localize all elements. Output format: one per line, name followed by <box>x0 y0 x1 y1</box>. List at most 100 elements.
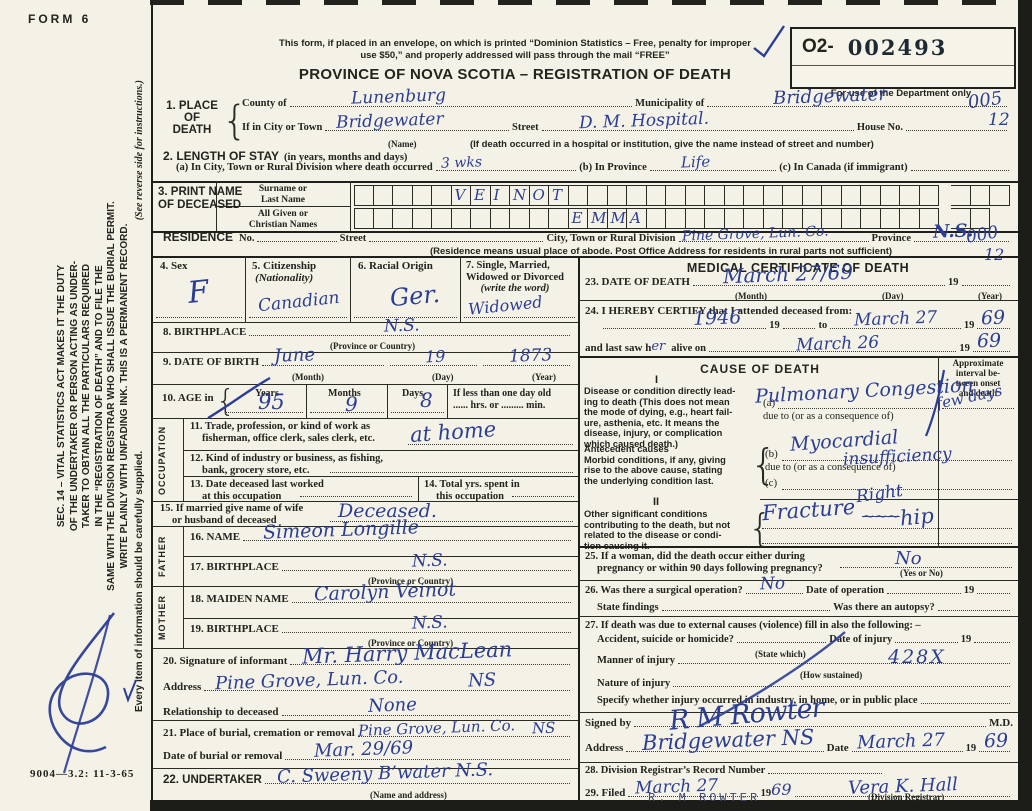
name-grid-cell[interactable] <box>763 185 783 206</box>
name-grid-cell[interactable] <box>393 185 413 206</box>
mother-maiden-field[interactable]: Carolyn Veinot <box>291 579 571 605</box>
s27-manner-field[interactable] <box>677 662 1010 664</box>
s9-year-field[interactable]: 1873 <box>483 345 570 367</box>
name-grid-cell[interactable] <box>841 208 861 229</box>
name-grid-cell[interactable]: V <box>451 185 471 206</box>
s9-month-field[interactable]: June <box>262 344 384 367</box>
s12-field[interactable] <box>330 472 573 473</box>
name-grid-cell[interactable] <box>393 208 413 229</box>
s27-injury-date-field[interactable] <box>895 641 958 643</box>
name-grid-cell[interactable] <box>412 208 432 229</box>
s27-accident-field[interactable] <box>736 641 827 643</box>
name-grid-cell[interactable] <box>822 208 842 229</box>
residence-province-field[interactable]: N.S. <box>914 220 1009 243</box>
name-grid-cell[interactable] <box>951 185 971 206</box>
name-grid-cell[interactable] <box>970 208 990 229</box>
s2c-field[interactable] <box>910 169 1009 171</box>
s26-field[interactable]: No <box>745 574 803 594</box>
s29-date-field[interactable]: March 27 <box>628 776 758 798</box>
name-grid-cell[interactable] <box>919 208 939 229</box>
name-grid-cell[interactable] <box>919 185 939 206</box>
house-no-field[interactable] <box>905 129 1007 131</box>
s9-day-field[interactable]: 19 <box>390 347 477 366</box>
mother-birthplace-field[interactable]: N.S. <box>281 612 571 634</box>
name-grid-cell[interactable] <box>802 208 822 229</box>
s21-date-field[interactable]: Mar. 29/69 <box>285 737 570 762</box>
s20-relationship-field[interactable]: None <box>281 694 570 717</box>
s8-field[interactable]: N.S. <box>249 315 570 337</box>
name-grid-cell[interactable]: M <box>588 208 608 229</box>
name-grid-cell[interactable] <box>783 185 803 206</box>
name-grid-cell[interactable] <box>432 208 452 229</box>
name-grid-cell[interactable] <box>861 208 881 229</box>
residence-city-field[interactable]: Pine Grove, Lun. Co. <box>678 223 869 245</box>
name-grid-cell[interactable] <box>880 208 900 229</box>
name-grid-cell[interactable] <box>646 185 666 206</box>
s22-field[interactable]: C. Sweeny B’water N.S. <box>264 759 570 788</box>
name-grid-cell[interactable] <box>705 185 725 206</box>
name-grid-cell[interactable]: A <box>627 208 647 229</box>
name-grid-cell[interactable] <box>432 185 452 206</box>
name-grid-cell[interactable] <box>744 208 764 229</box>
name-grid-cell[interactable] <box>607 185 627 206</box>
city-town-field[interactable]: Bridgewater <box>325 109 510 133</box>
s2b-field[interactable]: Life <box>649 152 777 172</box>
name-grid-cell[interactable]: T <box>549 185 569 206</box>
county-field[interactable]: Lunenburg <box>289 85 633 109</box>
s20-signature-field[interactable]: Mr. Harry MacLean <box>290 637 570 669</box>
name-grid-cell[interactable] <box>900 185 920 206</box>
name-grid-cell[interactable] <box>373 185 393 206</box>
name-grid-cell[interactable] <box>510 208 530 229</box>
s11-field[interactable] <box>408 444 573 445</box>
s24-saw-field[interactable]: March 26 <box>708 333 957 355</box>
s23-field[interactable]: March 27/69 <box>692 260 946 288</box>
s15-field[interactable] <box>330 521 573 522</box>
name-grid-cell[interactable] <box>970 185 990 206</box>
s13-field[interactable] <box>300 496 412 497</box>
name-grid-cell[interactable] <box>880 185 900 206</box>
name-grid-cell[interactable] <box>627 185 647 206</box>
cause-c-field[interactable] <box>782 489 1012 490</box>
s25-field[interactable] <box>840 567 1012 568</box>
father-birthplace-field[interactable]: N.S. <box>281 550 571 572</box>
cause-a-field[interactable] <box>778 408 935 409</box>
s24-saw-year-field[interactable]: 69 <box>972 330 1010 352</box>
s27-nature-field[interactable] <box>673 685 1010 687</box>
name-grid-cell[interactable]: E <box>471 185 491 206</box>
s27-specify-field[interactable] <box>920 702 1010 704</box>
name-grid-cell[interactable] <box>588 185 608 206</box>
name-grid-cell[interactable] <box>822 185 842 206</box>
father-name-field[interactable]: Simeon Longille <box>243 516 571 544</box>
name-grid-cell[interactable]: M <box>607 208 627 229</box>
name-grid-cell[interactable] <box>646 208 666 229</box>
name-grid-cell[interactable] <box>861 185 881 206</box>
name-grid-cell[interactable] <box>744 185 764 206</box>
s28-field[interactable] <box>768 772 882 774</box>
signed-date-field[interactable]: March 27 <box>851 729 963 754</box>
s14-field[interactable] <box>512 496 574 497</box>
cause-other-field1[interactable] <box>762 528 1012 529</box>
name-grid-cell[interactable] <box>900 208 920 229</box>
name-grid-cell[interactable] <box>490 208 510 229</box>
name-grid-cell[interactable] <box>666 208 686 229</box>
s26-date-field[interactable] <box>887 592 961 594</box>
name-grid-cell[interactable] <box>705 208 725 229</box>
signed-address-field[interactable]: Bridgewater NS <box>626 725 824 755</box>
s26-autopsy-field[interactable] <box>937 609 1010 611</box>
s26-findings-field[interactable] <box>661 609 831 611</box>
name-grid-cell[interactable] <box>412 185 432 206</box>
name-grid-cell[interactable] <box>549 208 569 229</box>
name-grid-cell[interactable]: O <box>529 185 549 206</box>
cause-b-field[interactable] <box>782 460 1012 461</box>
name-grid-cell[interactable] <box>724 185 744 206</box>
name-grid-cell[interactable] <box>666 185 686 206</box>
name-grid-cell[interactable]: I <box>490 185 510 206</box>
s20-address-field[interactable]: Pine Grove, Lun. Co. NS <box>204 667 570 694</box>
s24-to-year-field[interactable]: 69 <box>977 307 1010 329</box>
residence-no-field[interactable] <box>257 240 337 242</box>
name-grid-cell[interactable] <box>685 185 705 206</box>
name-grid-cell[interactable] <box>951 208 971 229</box>
cause-other-field2[interactable] <box>762 543 1012 544</box>
name-grid-cell[interactable] <box>685 208 705 229</box>
name-grid-cell[interactable] <box>802 185 822 206</box>
